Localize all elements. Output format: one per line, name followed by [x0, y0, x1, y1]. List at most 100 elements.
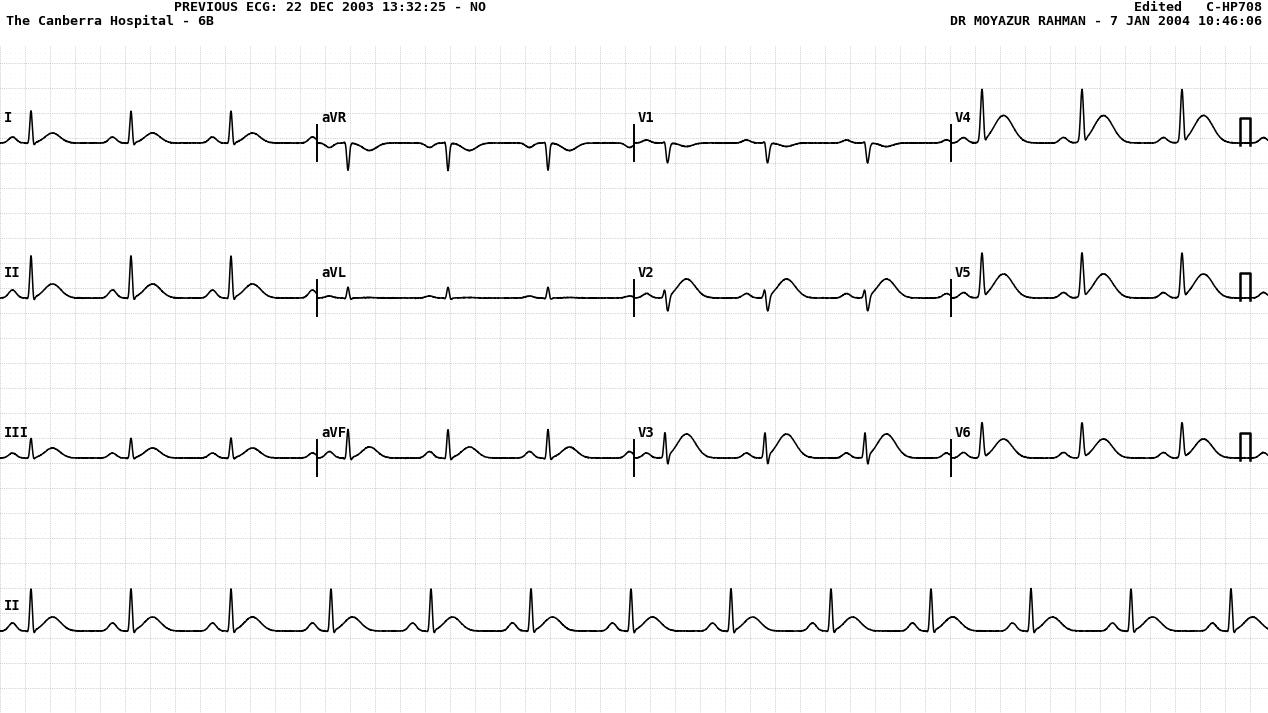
Point	[484, 692, 505, 704]
Point	[34, 62, 55, 73]
Point	[355, 672, 375, 684]
Point	[80, 112, 100, 123]
Point	[995, 42, 1016, 53]
Point	[1179, 568, 1200, 579]
Point	[70, 427, 90, 438]
Point	[75, 677, 95, 689]
Point	[1019, 297, 1040, 309]
Point	[219, 72, 240, 83]
Point	[1179, 497, 1200, 508]
Point	[455, 322, 476, 334]
Point	[1194, 193, 1215, 204]
Point	[870, 667, 890, 679]
Point	[1225, 297, 1245, 309]
Point	[855, 123, 875, 134]
Point	[610, 427, 630, 438]
Point	[1104, 272, 1125, 284]
Point	[474, 188, 495, 199]
Point	[945, 662, 965, 674]
Point	[460, 168, 481, 179]
Point	[295, 347, 316, 359]
Point	[1255, 692, 1268, 704]
Point	[205, 472, 226, 483]
Point	[875, 272, 895, 284]
Point	[600, 292, 620, 304]
Point	[385, 387, 406, 399]
Point	[905, 447, 926, 458]
Point	[919, 573, 940, 584]
Point	[355, 297, 375, 309]
Point	[1030, 62, 1050, 73]
Point	[744, 178, 765, 189]
Point	[345, 292, 365, 304]
Point	[749, 452, 770, 463]
Point	[304, 597, 325, 609]
Point	[500, 217, 520, 229]
Point	[75, 242, 95, 254]
Point	[579, 667, 600, 679]
Point	[1220, 302, 1240, 314]
Point	[1200, 128, 1220, 139]
Point	[1080, 543, 1101, 554]
Point	[785, 637, 805, 649]
Point	[919, 672, 940, 684]
Point	[825, 362, 846, 374]
Point	[1130, 687, 1150, 699]
Point	[605, 128, 625, 139]
Point	[1230, 362, 1250, 374]
Point	[895, 427, 915, 438]
Point	[420, 148, 440, 159]
Point	[280, 568, 301, 579]
Point	[224, 402, 245, 414]
Point	[200, 222, 221, 234]
Point	[1210, 202, 1230, 214]
Point	[620, 568, 640, 579]
Point	[280, 163, 301, 174]
Point	[160, 188, 180, 199]
Point	[1170, 502, 1191, 513]
Point	[735, 402, 756, 414]
Point	[1170, 327, 1191, 339]
Point	[145, 593, 165, 604]
Point	[1255, 138, 1268, 149]
Point	[980, 123, 1000, 134]
Point	[70, 148, 90, 159]
Point	[95, 262, 115, 274]
Point	[375, 523, 396, 534]
Point	[834, 87, 855, 98]
Point	[49, 687, 70, 699]
Point	[134, 662, 155, 674]
Point	[345, 702, 365, 713]
Point	[1094, 242, 1115, 254]
Point	[525, 222, 545, 234]
Point	[720, 97, 741, 108]
Point	[85, 143, 105, 154]
Point	[399, 677, 420, 689]
Point	[1055, 417, 1075, 429]
Point	[425, 112, 445, 123]
Point	[574, 622, 595, 634]
Point	[205, 87, 226, 98]
Point	[1075, 477, 1096, 488]
Point	[735, 72, 756, 83]
Point	[520, 538, 540, 549]
Point	[85, 588, 105, 599]
Point	[510, 143, 530, 154]
Point	[585, 593, 605, 604]
Point	[330, 272, 350, 284]
Point	[155, 138, 175, 149]
Point	[1250, 543, 1268, 554]
Point	[895, 437, 915, 448]
Point	[754, 362, 775, 374]
Point	[385, 573, 406, 584]
Point	[855, 553, 875, 564]
Point	[754, 637, 775, 649]
Point	[945, 198, 965, 209]
Point	[44, 347, 65, 359]
Point	[720, 327, 741, 339]
Point	[1130, 568, 1150, 579]
Point	[1125, 362, 1145, 374]
Point	[975, 362, 995, 374]
Point	[100, 97, 120, 108]
Point	[935, 437, 955, 448]
